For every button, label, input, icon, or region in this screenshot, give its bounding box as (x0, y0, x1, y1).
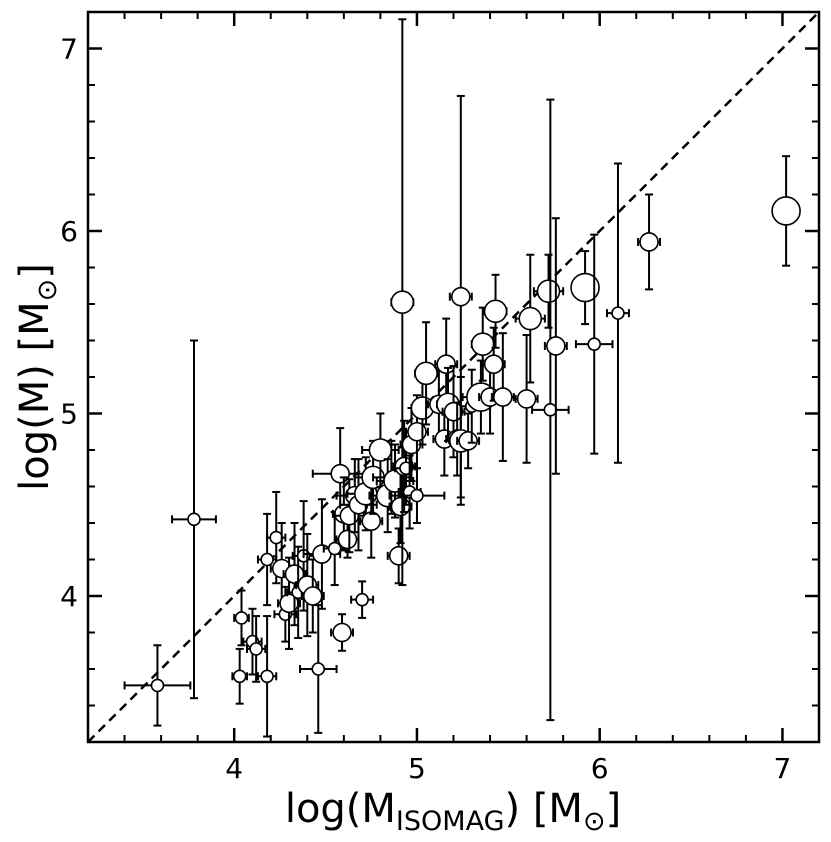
data-point-marker (546, 336, 566, 356)
data-point (256, 615, 278, 738)
data-point (286, 545, 311, 639)
data-point (256, 512, 278, 607)
data-point-marker (332, 622, 352, 643)
data-point (414, 321, 439, 426)
data-point-marker (368, 438, 393, 462)
data-point-marker (451, 286, 471, 307)
data-point (233, 589, 250, 647)
data-point-marker (570, 272, 600, 303)
data-point (361, 412, 400, 488)
data-point-marker (260, 669, 274, 684)
data-point-marker (516, 389, 537, 409)
plot-frame (86, 10, 821, 744)
data-point-marker (302, 586, 323, 606)
y-tick-label: 5 (60, 398, 78, 431)
data-point (570, 250, 600, 326)
data-point-marker (483, 354, 504, 375)
data-point (532, 253, 565, 329)
tick-labels-layer: 4 5 6 7 4 5 6 7 (60, 33, 791, 786)
data-point (350, 580, 375, 619)
data-point-marker (587, 337, 602, 351)
x-tick-label: 7 (774, 752, 792, 785)
data-point-marker (187, 512, 201, 527)
data-point (123, 644, 192, 727)
data-point (470, 306, 495, 382)
data-point (388, 467, 446, 524)
data-point (771, 155, 801, 267)
data-point-marker (443, 401, 464, 422)
data-point-marker (470, 332, 495, 356)
data-point-marker (483, 299, 508, 324)
data-point (574, 233, 614, 455)
y-tick-label: 7 (60, 33, 78, 66)
x-tick-label: 5 (408, 752, 426, 785)
data-point-marker (436, 354, 456, 375)
data-point-marker (355, 592, 369, 607)
data-point (245, 615, 267, 683)
data-point-marker (543, 403, 558, 417)
data-point-marker (311, 662, 326, 676)
data-point (298, 604, 338, 734)
data-point (481, 326, 506, 402)
data-point (375, 443, 415, 519)
y-tick-label: 6 (60, 215, 78, 248)
data-point-marker (458, 431, 478, 451)
data-point-marker (150, 678, 165, 693)
data-point (390, 18, 415, 587)
data-point-marker (269, 530, 284, 545)
data-point-marker (260, 552, 274, 567)
data-point-marker (361, 511, 382, 531)
data-point-marker (518, 306, 543, 331)
data-point (543, 217, 568, 475)
data-point (637, 193, 662, 291)
y-tick-label: 4 (60, 580, 78, 613)
data-point (514, 334, 539, 464)
data-point-marker (611, 306, 625, 320)
data-point-marker (493, 387, 513, 407)
data-point-marker (410, 488, 424, 503)
data-point-marker (388, 546, 409, 566)
data-point (171, 339, 217, 700)
data-points-layer (123, 18, 801, 738)
x-axis-label: log(MISOMAG) [M⊙] (285, 786, 621, 837)
data-point-marker (337, 529, 358, 550)
data-point (330, 613, 354, 652)
data-point (231, 647, 248, 705)
data-point-marker (390, 290, 415, 314)
x-tick-label: 4 (225, 752, 243, 785)
x-tick-label: 6 (591, 752, 609, 785)
data-point-marker (414, 361, 438, 386)
data-point-marker (232, 669, 247, 684)
data-point-marker (327, 541, 342, 556)
y-axis-label: log(M) [M⊙] (12, 263, 63, 491)
data-point-marker (249, 642, 263, 656)
data-point (514, 253, 546, 384)
data-point-marker (536, 279, 561, 304)
data-point (531, 98, 570, 722)
data-point-marker (771, 196, 801, 226)
data-point (483, 273, 508, 349)
data-point (606, 162, 630, 464)
data-point (490, 332, 515, 462)
data-point-marker (234, 611, 249, 625)
data-point-marker (639, 232, 659, 252)
